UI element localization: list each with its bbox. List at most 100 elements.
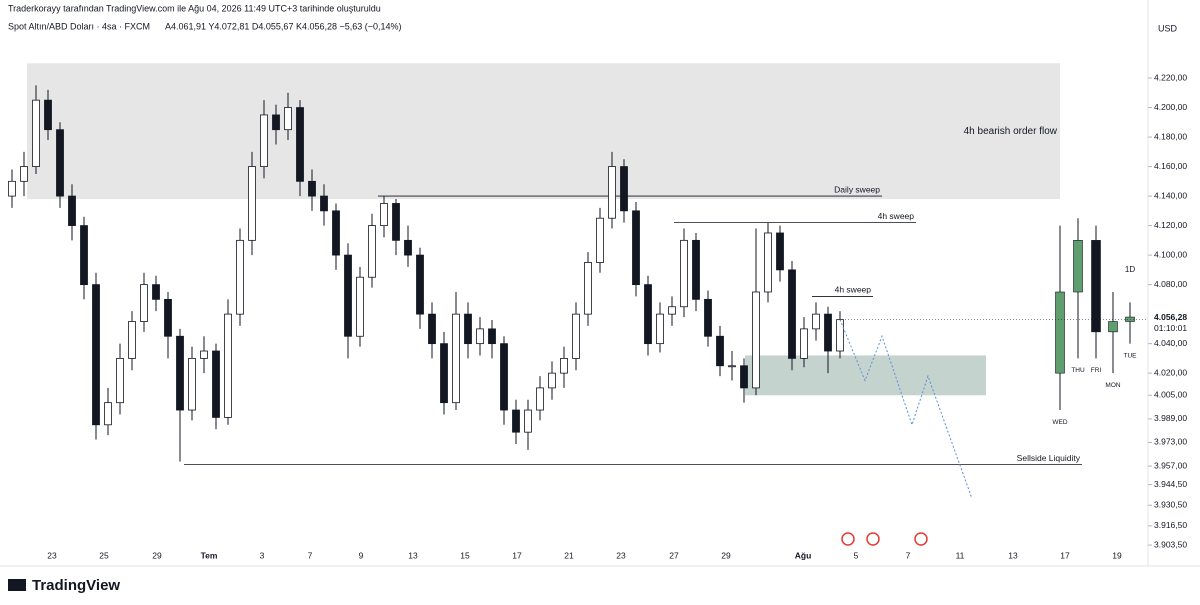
candle [164, 291, 172, 359]
candle [92, 272, 100, 440]
candle-body [440, 343, 448, 404]
x-tick-label: 23 [616, 550, 626, 560]
candle [404, 225, 412, 267]
candle-body [644, 284, 652, 345]
candle-body [548, 372, 556, 389]
candle [368, 213, 376, 288]
y-tick-label: 4.005,00 [1154, 390, 1187, 400]
candle-body [596, 217, 604, 263]
candle [812, 302, 820, 341]
candle-body [56, 129, 64, 197]
candle [248, 151, 256, 256]
candle [752, 228, 760, 396]
candle-body [728, 365, 736, 368]
logo-mark [8, 579, 26, 591]
y-tick-label: 3.903,50 [1154, 539, 1187, 549]
candle-body [608, 166, 616, 219]
y-tick-label: 4.160,00 [1154, 161, 1187, 171]
candle-body [344, 254, 352, 337]
candle-body [1091, 240, 1101, 333]
candle-body [476, 328, 484, 345]
level-label: 4h sweep [878, 211, 915, 221]
candle [272, 104, 280, 145]
candle [512, 399, 520, 444]
candle-body [752, 291, 760, 389]
candle [728, 351, 736, 381]
candle [428, 302, 436, 359]
candle [488, 320, 496, 359]
candle-body [104, 402, 112, 426]
logo: TradingView [8, 577, 120, 594]
candle [692, 232, 700, 312]
event-icons [841, 532, 928, 546]
y-tick-label: 3.944,50 [1154, 479, 1187, 489]
candle [152, 275, 160, 312]
candle [224, 299, 232, 425]
candle-body [92, 284, 100, 426]
event-icon[interactable] [866, 532, 880, 546]
level-label: Sellside Liquidity [1017, 453, 1081, 463]
y-tick-label: 4.140,00 [1154, 190, 1187, 200]
candle-body [524, 409, 532, 433]
candle [8, 169, 16, 208]
attribution: Traderkorayy tarafından TradingView.com … [8, 3, 381, 13]
candle-body [536, 387, 544, 411]
y-tick-label: 4.200,00 [1154, 102, 1187, 112]
candle-body [380, 203, 388, 226]
x-tick-label: 23 [47, 550, 57, 560]
candle-body [248, 166, 256, 241]
candle-body [200, 350, 208, 359]
demand-zone [745, 355, 986, 396]
x-tick-label: Ağu [795, 550, 812, 560]
y-tick-label: 3.957,00 [1154, 460, 1187, 470]
candle-body [8, 180, 16, 197]
candle-body [584, 262, 592, 315]
currency: USD [1158, 23, 1178, 33]
candle [704, 290, 712, 347]
x-tick-label: 29 [152, 550, 162, 560]
candle [296, 100, 304, 197]
candle [116, 343, 124, 415]
daily-label: THU [1071, 367, 1085, 374]
candle-body [764, 232, 772, 293]
candle [476, 317, 484, 356]
candle-body [788, 269, 796, 359]
candle-body [512, 409, 520, 433]
candle [440, 331, 448, 415]
candle-body [716, 335, 724, 367]
candle [524, 399, 532, 450]
countdown: 01:10:01 [1154, 323, 1187, 333]
candle [392, 199, 400, 256]
candle-body [824, 313, 832, 352]
candle [236, 228, 244, 326]
candle [680, 228, 688, 318]
candle [344, 243, 352, 359]
y-tick-label: 3.989,00 [1154, 413, 1187, 423]
candle-body [1125, 316, 1135, 322]
candle [332, 203, 340, 270]
event-icon[interactable] [841, 532, 855, 546]
x-tick-label: 5 [854, 550, 859, 560]
daily-candle: WED [1052, 225, 1068, 426]
candle-body [152, 284, 160, 300]
candle-body [212, 350, 220, 418]
y-tick-label: 4.020,00 [1154, 367, 1187, 377]
candle [536, 376, 544, 421]
candle-body [236, 239, 244, 315]
event-icon[interactable] [914, 532, 928, 546]
projection-path [839, 319, 973, 499]
candle-body [560, 357, 568, 374]
candle [836, 311, 844, 359]
logo-text: TradingView [32, 577, 120, 594]
candle [584, 252, 592, 326]
candle [656, 302, 664, 353]
daily-candle: MON [1105, 291, 1121, 389]
candle-body [80, 225, 88, 286]
x-tick-label: 21 [564, 550, 574, 560]
candle-body [464, 313, 472, 345]
daily-candle: TUE [1124, 302, 1137, 359]
candle [452, 291, 460, 411]
candle [668, 296, 676, 326]
candle-body [176, 335, 184, 411]
